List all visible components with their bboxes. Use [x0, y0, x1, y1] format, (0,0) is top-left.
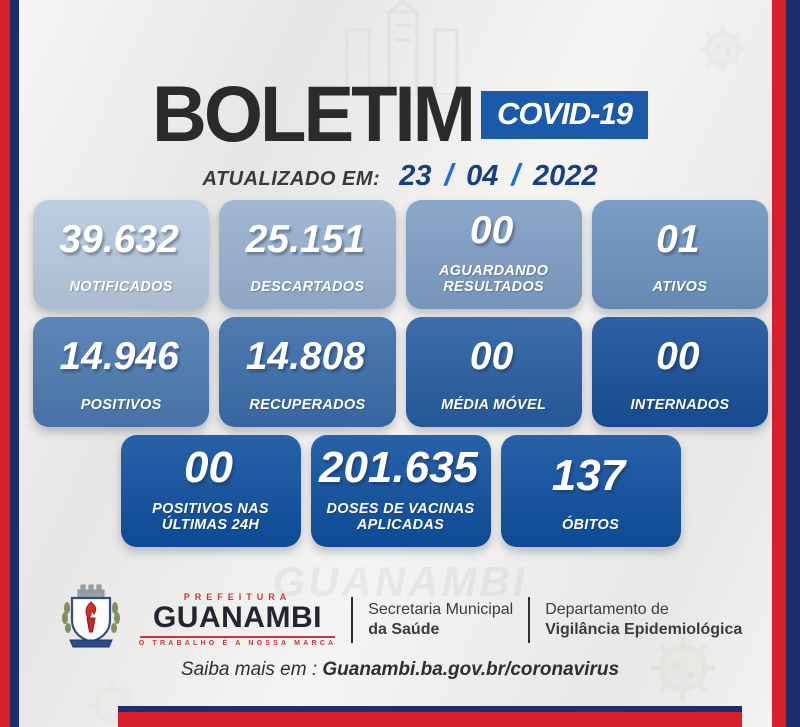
stat-label: ÓBITOS: [561, 517, 620, 534]
stat-label: DOSES DE VACINAS APLICADAS: [326, 500, 475, 534]
org-line: Secretaria Municipal: [368, 600, 514, 618]
city-motto: O TRABALHO É A NOSSA MARCA: [138, 639, 337, 647]
page-title: BOLETIM: [152, 70, 476, 159]
right-red-stripe: [772, 0, 786, 727]
stat-value: 201.635: [318, 442, 479, 492]
stat-card-media-movel: 00 MÉDIA MÓVEL: [405, 317, 582, 427]
stat-value: 00: [469, 209, 514, 253]
stat-value: 00: [184, 442, 233, 492]
stat-value: 00: [656, 335, 700, 379]
stat-label: AGUARDANDO RESULTADOS: [438, 262, 549, 296]
stat-value: 01: [656, 217, 700, 261]
stat-card-obitos: 137 ÓBITOS: [500, 435, 681, 547]
stat-card-positivos: 14.946 POSITIVOS: [33, 317, 210, 427]
more-info-label: Saiba mais em :: [180, 659, 318, 680]
stat-label: RECUPERADOS: [249, 397, 366, 414]
virus-icon: [692, 18, 754, 85]
secretaria-saude-block: Secretaria Municipal da Saúde: [368, 600, 513, 640]
date-month: 04: [466, 159, 499, 192]
updated-date-line: ATUALIZADO EM: 23 / 04 / 2022: [0, 157, 800, 193]
stat-card-notificados: 39.632 NOTIFICADOS: [33, 200, 210, 309]
org-line: Departamento de: [545, 600, 669, 618]
left-navy-stripe: [10, 0, 19, 727]
stat-value: 39.632: [59, 217, 179, 261]
header: BOLETIM COVID-19 ATUALIZADO EM: 23 / 04 …: [0, 70, 800, 193]
date-day: 23: [399, 159, 432, 192]
footer: PREFEITURA GUANAMBI O TRABALHO É A NOSSA…: [0, 584, 800, 655]
date-year: 2022: [532, 159, 598, 192]
coronavirus-url: Guanambi.ba.gov.br/coronavirus: [322, 659, 620, 680]
date-separator: /: [444, 156, 454, 192]
footer-divider: [351, 596, 354, 643]
stat-label: ATIVOS: [652, 279, 708, 296]
bottom-navy-bar: [118, 706, 742, 712]
prefeitura-guanambi-logo: PREFEITURA GUANAMBI O TRABALHO É A NOSSA…: [139, 592, 337, 647]
org-line: da Saúde: [368, 620, 440, 638]
updated-label: ATUALIZADO EM:: [202, 167, 381, 190]
org-line: Vigilância Epidemiológica: [545, 620, 743, 638]
stat-value: 14.808: [245, 335, 366, 379]
stat-card-internados: 00 INTERNADOS: [591, 317, 768, 427]
stat-value: 14.946: [59, 335, 179, 379]
left-red-stripe: [0, 0, 10, 727]
stat-label: POSITIVOS NAS ÚLTIMAS 24H: [152, 500, 269, 534]
stat-label: MÉDIA MÓVEL: [441, 397, 547, 414]
stats-grid: 39.632 NOTIFICADOS 25.151 DESCARTADOS 00…: [33, 200, 768, 547]
guanambi-coat-of-arms-icon: [58, 584, 124, 655]
stat-card-ativos: 01 ATIVOS: [591, 200, 768, 309]
prefeitura-label: PREFEITURA: [183, 592, 292, 603]
footer-divider: [528, 596, 531, 643]
stat-card-doses-vacinas: 201.635 DOSES DE VACINAS APLICADAS: [310, 435, 491, 547]
stat-label: POSITIVOS: [80, 397, 162, 414]
stat-card-aguardando-resultados: 00 AGUARDANDO RESULTADOS: [405, 200, 582, 309]
stat-card-positivos-24h: 00 POSITIVOS NAS ÚLTIMAS 24H: [120, 435, 301, 547]
bottom-accent-bar: [118, 706, 742, 727]
date-separator: /: [511, 156, 520, 192]
stat-value: 00: [469, 335, 514, 379]
vigilancia-epidemiologica-block: Departamento de Vigilância Epidemiológic…: [545, 600, 742, 640]
right-navy-stripe: [786, 0, 800, 727]
stat-label: DESCARTADOS: [250, 279, 365, 296]
bottom-red-bar: [118, 712, 742, 727]
stat-value: 25.151: [245, 217, 366, 261]
stat-value: 137: [551, 451, 626, 501]
stat-label: NOTIFICADOS: [69, 279, 173, 296]
stat-card-recuperados: 14.808 RECUPERADOS: [219, 317, 396, 427]
city-name: GUANAMBI: [152, 601, 322, 635]
covid19-badge: COVID-19: [480, 90, 648, 139]
more-info-line: Saiba mais em : Guanambi.ba.gov.br/coron…: [0, 659, 800, 681]
stat-card-descartados: 25.151 DESCARTADOS: [219, 200, 396, 309]
stat-label: INTERNADOS: [630, 397, 730, 414]
logo-red-rule: [139, 635, 336, 638]
